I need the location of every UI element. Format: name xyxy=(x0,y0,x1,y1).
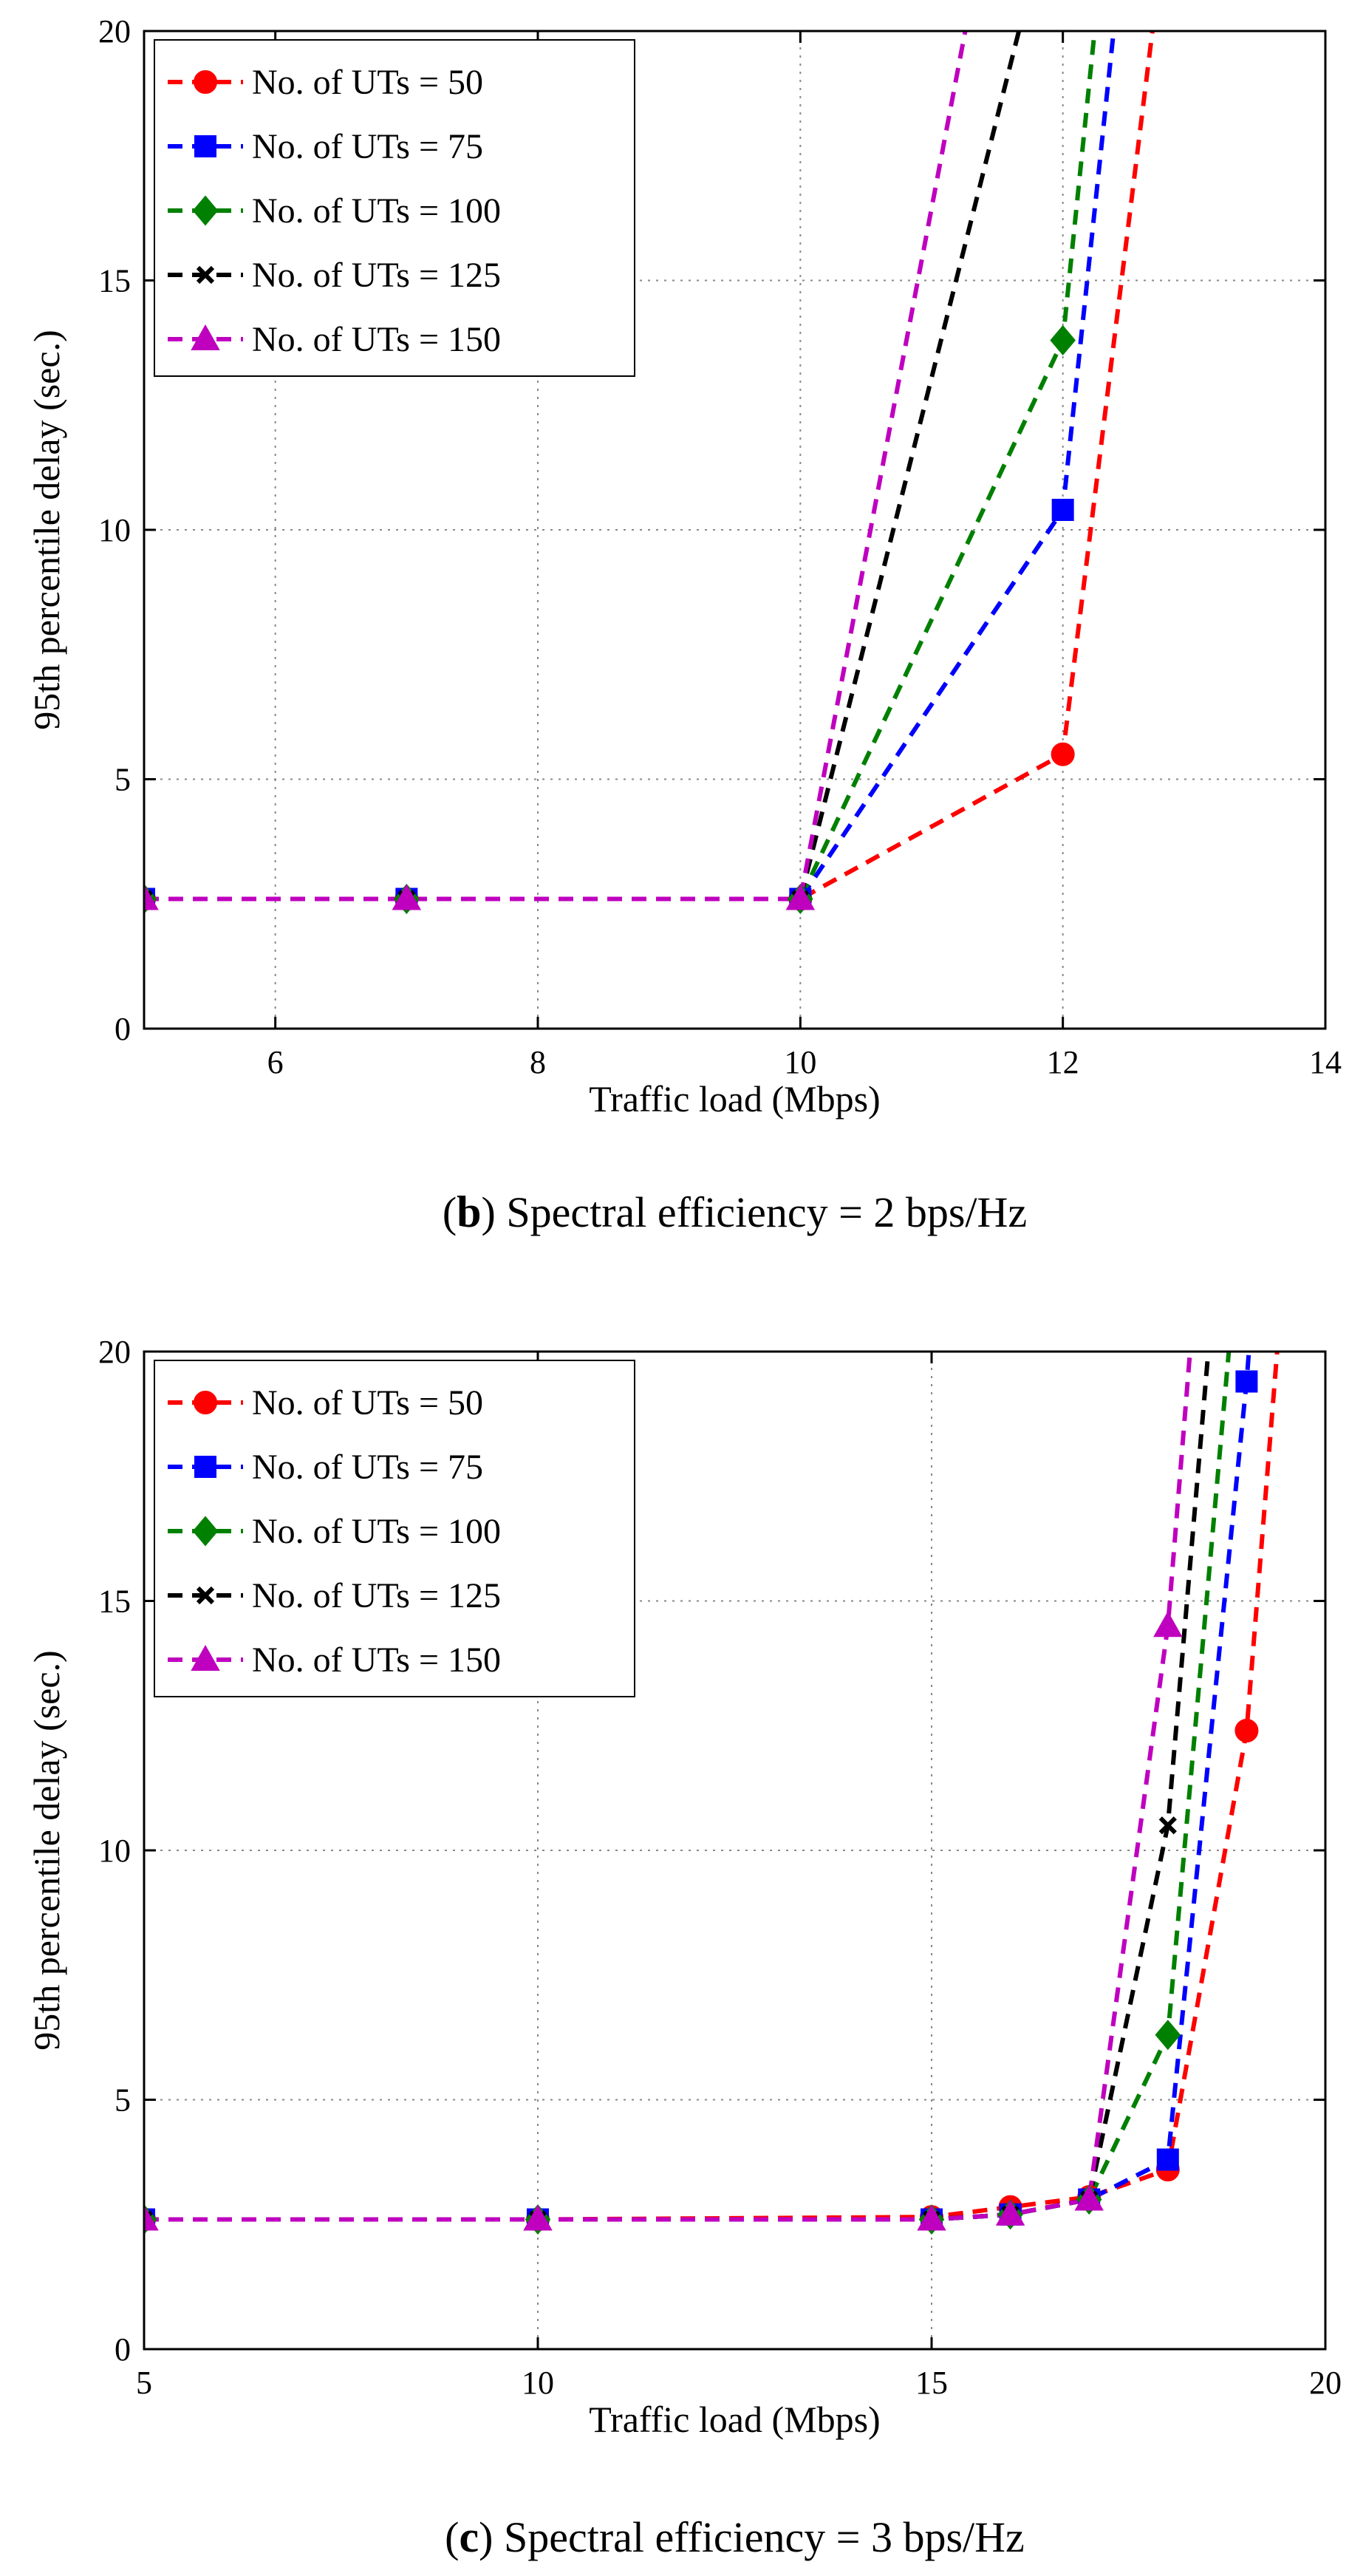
series-group xyxy=(144,31,1155,915)
legend-marker-3 xyxy=(196,1586,215,1605)
legend-marker-1 xyxy=(194,1456,216,1478)
y-tick-label: 20 xyxy=(98,13,131,50)
x-tick-label: 6 xyxy=(267,1044,284,1080)
legend-label-0: No. of UTs = 50 xyxy=(252,1383,483,1422)
data-point-s4-1 xyxy=(392,884,422,910)
series-line-4 xyxy=(144,31,968,902)
x-tick-label: 8 xyxy=(530,1044,546,1080)
data-point-s0-6 xyxy=(1234,1719,1259,1742)
x-tick-label: 5 xyxy=(136,2365,152,2401)
figure-caption: (c) Spectral efficiency = 3 bps/Hz xyxy=(445,2512,1025,2561)
x-tick-label: 20 xyxy=(1309,2365,1342,2401)
legend-marker-4 xyxy=(191,1644,220,1671)
y-tick-label: 0 xyxy=(115,2331,131,2368)
caption-text: Spectral efficiency = 2 bps/Hz xyxy=(506,1188,1027,1236)
y-tick-label: 10 xyxy=(98,1833,131,1869)
data-point-s4-4 xyxy=(1074,2184,1104,2211)
caption-text: Spectral efficiency = 3 bps/Hz xyxy=(504,2513,1025,2561)
data-point-s2-3 xyxy=(1050,324,1076,356)
legend-label-4: No. of UTs = 150 xyxy=(252,1640,501,1680)
legend-marker-0 xyxy=(194,1391,217,1414)
data-point-s1-6 xyxy=(1235,1370,1258,1393)
legend-marker-2 xyxy=(192,195,219,226)
legend-label-2: No. of UTs = 100 xyxy=(252,191,501,231)
legend-label-0: No. of UTs = 50 xyxy=(252,63,483,102)
y-tick-label: 0 xyxy=(115,1011,131,1047)
legend: No. of UTs = 50 No. of UTs = 75 No. of UTs… xyxy=(154,1360,635,1697)
y-tick-label: 5 xyxy=(115,2082,131,2119)
legend-marker-3 xyxy=(196,265,215,284)
legend: No. of UTs = 50 No. of UTs = 75 No. of UTs… xyxy=(154,39,635,377)
data-point-s4-1 xyxy=(523,2204,553,2231)
y-tick-label: 20 xyxy=(98,1334,131,1370)
legend-marker-2 xyxy=(192,1516,219,1547)
data-point-s0-3 xyxy=(1051,742,1075,766)
figure-caption: (b) Spectral efficiency = 2 bps/Hz xyxy=(443,1188,1027,1236)
legend-label-1: No. of UTs = 75 xyxy=(252,127,483,166)
data-point-s4-0 xyxy=(144,2204,159,2231)
legend-label-3: No. of UTs = 125 xyxy=(252,256,501,295)
caption-letter: b xyxy=(457,1188,481,1236)
caption-letter: c xyxy=(460,2512,479,2561)
series-line-0 xyxy=(144,1352,1280,2222)
y-tick-label: 15 xyxy=(98,1584,131,1620)
legend-marker-0 xyxy=(194,70,217,94)
y-axis-label: 95th percentile delay (sec.) xyxy=(26,1650,67,2050)
x-tick-label: 14 xyxy=(1309,1044,1342,1080)
x-axis-label: Traffic load (Mbps) xyxy=(589,2399,880,2440)
legend-box xyxy=(154,1360,635,1697)
legend-label-2: No. of UTs = 100 xyxy=(252,1512,501,1551)
legend-marker-4 xyxy=(191,324,220,350)
data-point-s4-2 xyxy=(785,884,816,910)
series-group xyxy=(144,1352,1280,2235)
x-tick-label: 15 xyxy=(915,2365,948,2401)
x-axis-label: Traffic load (Mbps) xyxy=(589,1078,880,1120)
chart-b: 6 8 10 12 14 0 5 10 15 20 Traffic load (Mbps) 95th … xyxy=(26,13,1342,1236)
y-tick-label: 10 xyxy=(98,512,131,548)
y-axis-label: 95th percentile delay (sec.) xyxy=(26,330,67,729)
data-point-s1-5 xyxy=(1156,2148,1179,2171)
data-point-s2-5 xyxy=(1155,2020,1181,2051)
y-tick-label: 15 xyxy=(98,263,131,299)
data-point-s3-5 xyxy=(1158,1816,1177,1835)
x-tick-label: 10 xyxy=(784,1044,816,1080)
data-point-s4-2 xyxy=(917,2204,946,2231)
legend-label-3: No. of UTs = 125 xyxy=(252,1576,501,1615)
data-point-s1-3 xyxy=(1051,499,1074,521)
y-tick-label: 5 xyxy=(115,762,131,798)
legend-box xyxy=(154,39,635,377)
legend-marker-1 xyxy=(194,135,216,157)
legend-label-4: No. of UTs = 150 xyxy=(252,320,501,359)
data-point-s4-3 xyxy=(995,2199,1025,2226)
x-tick-label: 10 xyxy=(522,2365,554,2401)
x-tick-label: 12 xyxy=(1047,1044,1079,1080)
data-point-s4-5 xyxy=(1153,1611,1183,1638)
data-point-s4-0 xyxy=(144,884,159,910)
series-line-4 xyxy=(144,1352,1192,2222)
legend-label-1: No. of UTs = 75 xyxy=(252,1448,483,1487)
